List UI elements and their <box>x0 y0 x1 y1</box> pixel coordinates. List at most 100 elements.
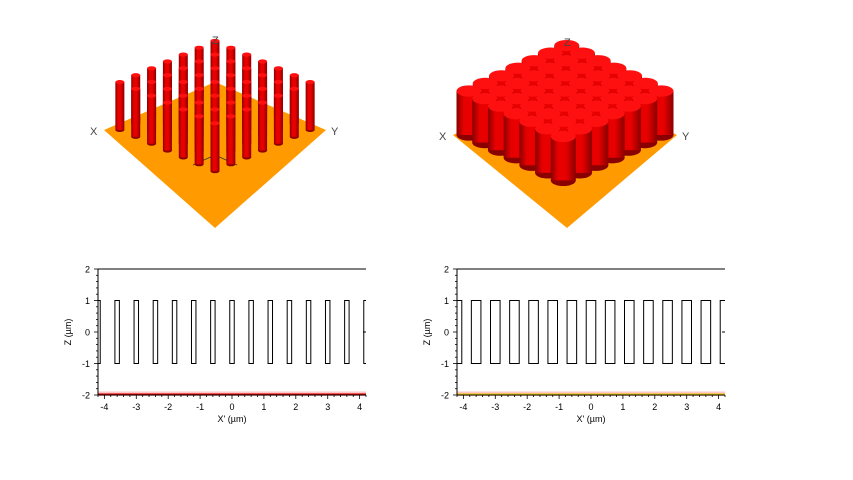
pillar-top <box>569 62 595 74</box>
pillar-top <box>489 70 515 82</box>
y-tick-label: 2 <box>444 265 449 275</box>
pillar-top <box>210 38 220 43</box>
pillar-body <box>289 88 299 137</box>
pillar <box>226 114 236 167</box>
pillar-top <box>162 86 172 91</box>
x-tick-label: -1 <box>555 402 563 412</box>
pillar <box>305 79 315 133</box>
x-tick-label: -2 <box>164 402 172 412</box>
pillar-outline <box>152 300 159 364</box>
y-tick-label: 0 <box>85 328 90 338</box>
pillar-top <box>616 85 642 97</box>
pillar-body <box>162 102 172 151</box>
pillar <box>242 107 252 160</box>
x-tick-label: -4 <box>459 402 467 412</box>
pillar-body <box>226 116 236 165</box>
y-axis-label: Y <box>682 131 690 143</box>
y-tick-label: -1 <box>82 359 90 369</box>
view3d-1: X Y Z <box>90 35 339 228</box>
pillar-top <box>305 79 315 85</box>
x-axis-title: X' (µm) <box>577 414 606 424</box>
pillar-top <box>472 77 498 90</box>
pillar-top <box>504 77 530 90</box>
pillar-top <box>615 100 641 112</box>
pillar-top <box>487 100 513 112</box>
pillar-top <box>131 73 141 78</box>
pillar-outline <box>585 300 597 364</box>
pillar-body <box>305 82 315 130</box>
pillar-top <box>178 66 188 71</box>
pillar-top <box>569 47 595 59</box>
pillar-top <box>617 70 643 82</box>
pillar-top <box>585 55 611 67</box>
pillar-top <box>503 108 529 120</box>
pillar-top <box>147 93 157 98</box>
x-tick-label: 3 <box>325 402 330 412</box>
y-tick-label: -1 <box>441 359 449 369</box>
pillar-body <box>194 116 204 165</box>
pillar-outline <box>700 300 712 364</box>
pillar-outline <box>719 300 725 364</box>
pillar-top <box>258 86 268 91</box>
pillar-top <box>584 85 610 97</box>
pillar-outline <box>171 300 178 364</box>
pillar-top <box>632 92 658 105</box>
pillar-body <box>242 109 252 158</box>
pillar-top <box>583 115 609 127</box>
x-axis-title: X' (µm) <box>218 414 247 424</box>
pillar-top <box>194 114 204 119</box>
pillar-body <box>210 123 220 172</box>
view3d-2: X Y Z <box>439 37 690 228</box>
pillar <box>194 114 204 167</box>
z-axis-label: Z <box>212 35 219 47</box>
pillar <box>258 100 268 153</box>
pillar-top <box>210 93 220 98</box>
pillar-outline <box>604 300 616 364</box>
pillar-top <box>289 86 299 91</box>
pillar <box>131 86 141 139</box>
pillar-top <box>194 73 204 78</box>
pillar-top <box>504 92 530 105</box>
pillar-top <box>115 79 125 85</box>
pillar-top <box>194 86 204 91</box>
pillar-outline <box>643 300 654 364</box>
pillar-top <box>472 92 498 105</box>
pillar-outline <box>114 300 120 364</box>
cross-section-plot-2: 2 1 0 -1 -2 -4 -3 -2 -1 0 1 2 3 4 X' (µm) Z (µm) <box>422 265 726 424</box>
pillar-top <box>289 73 299 78</box>
pillar-top <box>505 62 531 74</box>
pillar-outline <box>210 300 216 364</box>
x-tick-label: -2 <box>523 402 531 412</box>
x-tick-label: 1 <box>261 402 266 412</box>
pillar-outline <box>624 300 635 364</box>
pillar-top <box>600 77 626 90</box>
pillar-top <box>552 85 578 97</box>
pillar-top <box>599 108 625 120</box>
pillar-top <box>226 73 236 78</box>
pillar-top <box>536 92 562 105</box>
pillar-top <box>178 79 188 85</box>
pillars <box>457 300 725 364</box>
y-tick-label: 0 <box>444 328 449 338</box>
pillar-top <box>258 73 268 78</box>
pillar-top <box>178 107 188 112</box>
pillar-outline <box>509 300 520 364</box>
x-tick-label: -3 <box>491 402 499 412</box>
pillar-outline <box>344 300 350 364</box>
pillar-outline <box>267 300 274 364</box>
pillar-top <box>226 100 236 105</box>
pillar <box>550 130 576 187</box>
pillar-top <box>554 39 580 52</box>
pillar-top <box>226 45 236 50</box>
pillar-top <box>601 62 627 74</box>
pillar-top <box>535 108 561 120</box>
y-axis-title: Z (µm) <box>422 319 432 346</box>
pillar-top <box>567 108 593 120</box>
y-tick-label: 2 <box>85 265 90 275</box>
pillar-top <box>147 79 157 85</box>
pillar-top <box>226 86 236 91</box>
x-tick-label: -3 <box>132 402 140 412</box>
pillar-top <box>553 55 579 67</box>
pillar-body <box>131 88 141 137</box>
pillar <box>147 93 157 146</box>
